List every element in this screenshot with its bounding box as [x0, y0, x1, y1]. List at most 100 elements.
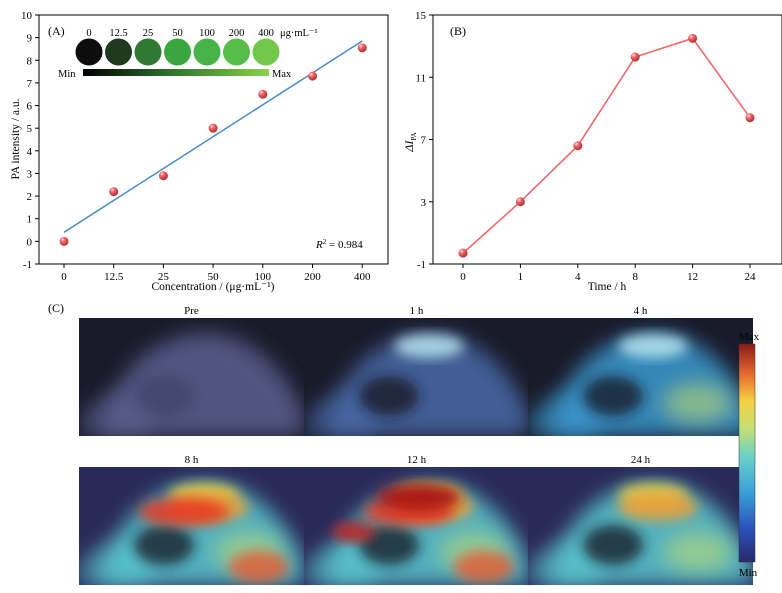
data-point [458, 248, 468, 258]
panel-b-y-ticks: -1 3 7 11 15 [415, 10, 433, 271]
x-tick-label: 400 [354, 271, 371, 283]
pa-image [304, 467, 529, 585]
colorbar-min-label: Min [739, 567, 758, 579]
image-label: 4 h [634, 305, 648, 317]
inset-unit: μg·mL⁻¹ [280, 28, 318, 39]
y-tick-label: 0 [27, 236, 33, 248]
panel-c: (C) Pre 1 h 4 h 8 h 12 h 24 h Max Min [48, 301, 760, 585]
x-tick-label: 0 [61, 271, 67, 283]
panel-a-label: (A) [48, 24, 65, 38]
pa-image [528, 318, 753, 436]
y-tick-label: 5 [27, 123, 33, 135]
x-tick-label: 8 [632, 271, 638, 283]
y-tick-label: 10 [21, 10, 33, 22]
inset-sample-circles [75, 38, 280, 66]
inset-label: 12.5 [109, 28, 127, 39]
inset-label: 100 [199, 28, 215, 39]
image-label: 1 h [410, 305, 424, 317]
x-tick-label: 12.5 [104, 271, 124, 283]
panel-b-xlabel: Time / h [588, 281, 627, 293]
image-label: 12 h [407, 454, 427, 466]
inset-sample-circle [223, 38, 250, 66]
y-tick-label: -1 [23, 259, 32, 271]
data-point [688, 33, 698, 43]
panel-a-inset: 0 12.5 25 50 100 200 400 μg·mL⁻¹ Min Max [58, 28, 318, 80]
image-label: 8 h [185, 454, 199, 466]
inset-label: 400 [258, 28, 274, 39]
x-tick-label: 4 [575, 271, 581, 283]
data-point [630, 52, 640, 62]
panel-a-x-ticks: 0 12.5 25 50 100 200 400 [61, 264, 371, 283]
panel-b: (B) -1 3 7 11 15 0 1 4 8 12 24 Time / h ΔIPA [402, 10, 782, 293]
data-point [109, 187, 119, 197]
y-tick-label: 2 [27, 191, 33, 203]
x-tick-label: 25 [158, 271, 170, 283]
x-tick-label: 0 [460, 271, 466, 283]
panel-b-ylabel: ΔIPA [402, 132, 418, 152]
y-tick-label: 3 [421, 197, 427, 209]
inset-label: 50 [172, 28, 183, 39]
data-point [573, 141, 583, 151]
image-label: Pre [184, 305, 199, 317]
panel-a-xlabel: Concentration / (μg·mL⁻¹) [152, 281, 275, 293]
y-tick-label: 4 [27, 146, 33, 158]
inset-scale-max: Max [272, 69, 292, 80]
data-point [515, 197, 525, 207]
y-tick-label: 15 [415, 10, 427, 22]
data-point [357, 43, 367, 53]
inset-sample-circle [252, 38, 280, 66]
inset-concentration-labels: 0 12.5 25 50 100 200 400 [86, 28, 274, 39]
inset-sample-circle [134, 38, 162, 66]
pa-image [79, 467, 304, 585]
panel-b-points [458, 33, 755, 258]
panel-c-images: Pre 1 h 4 h 8 h 12 h 24 h [79, 305, 753, 585]
inset-sample-circle [164, 38, 191, 66]
data-point [745, 113, 755, 123]
pa-image [79, 318, 304, 436]
panel-b-series-line [462, 37, 751, 254]
x-tick-label: 1 [518, 271, 524, 283]
inset-scale-min: Min [58, 69, 76, 80]
y-tick-label: 3 [27, 168, 33, 180]
x-tick-label: 50 [208, 271, 220, 283]
panel-a-y-ticks: -1 0 1 2 3 4 5 6 7 8 9 10 [21, 10, 39, 271]
x-tick-label: 12 [687, 271, 698, 283]
inset-sample-circle [105, 38, 132, 66]
panel-a-points [59, 43, 367, 246]
data-point [308, 71, 317, 81]
data-point [258, 89, 268, 99]
y-tick-label: 6 [27, 101, 33, 113]
colorbar-max-label: Max [739, 331, 760, 343]
x-tick-label: 200 [304, 271, 321, 283]
image-label: 24 h [631, 454, 651, 466]
y-tick-label: 7 [27, 78, 33, 90]
inset-sample-circle [75, 38, 103, 66]
inset-label: 200 [229, 28, 245, 39]
y-tick-label: 9 [27, 33, 33, 45]
panel-a-ylabel: PA intensity / a.u. [10, 98, 22, 179]
pa-image [304, 318, 529, 436]
data-point [208, 123, 218, 133]
data-point [59, 236, 69, 246]
inset-label: 0 [86, 28, 91, 39]
inset-sample-circle [193, 38, 221, 66]
data-point [158, 171, 168, 181]
y-tick-label: 7 [421, 135, 427, 147]
pa-image [528, 467, 753, 585]
colorbar [738, 343, 756, 563]
panel-b-x-ticks: 0 1 4 8 12 24 [460, 264, 756, 283]
x-tick-label: 100 [255, 271, 272, 283]
y-tick-label: -1 [417, 259, 426, 271]
y-tick-label: 11 [415, 72, 426, 84]
panel-a-r2: R2 = 0.984 [315, 238, 363, 251]
panel-b-label: (B) [450, 24, 466, 38]
y-tick-label: 8 [27, 55, 33, 67]
x-tick-label: 24 [745, 271, 757, 283]
panel-a: (A) -1 0 1 2 3 4 5 6 7 8 9 10 0 12.5 25 50 100 200 400 Co… [10, 10, 389, 293]
inset-label: 25 [143, 28, 154, 39]
panel-c-label: (C) [48, 301, 64, 315]
panel-b-frame [432, 14, 782, 265]
y-tick-label: 1 [27, 214, 33, 226]
inset-color-scale [83, 69, 269, 76]
